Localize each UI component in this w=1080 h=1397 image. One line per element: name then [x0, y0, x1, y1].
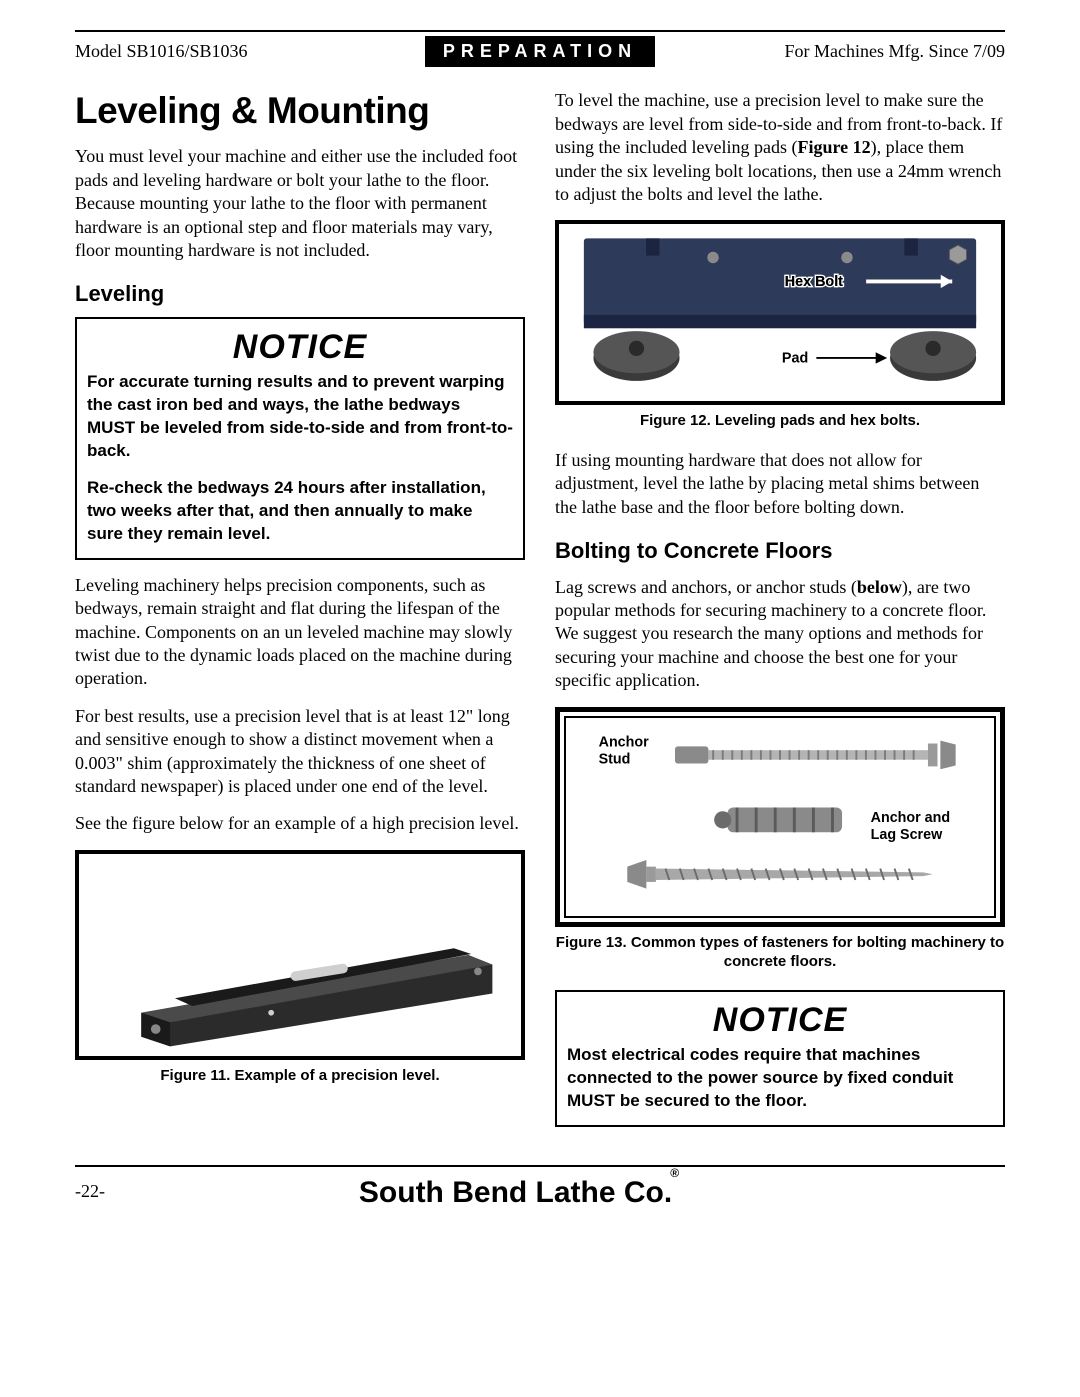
- intro-paragraph: You must level your machine and either u…: [75, 145, 525, 262]
- figure-13: Anchor Stud Anchor and Lag: [555, 707, 1005, 927]
- registered-mark: ®: [670, 1166, 679, 1180]
- figure-11-caption: Figure 11. Example of a precision level.: [75, 1066, 525, 1086]
- notice-title-2: NOTICE: [567, 998, 993, 1042]
- leveling-heading: Leveling: [75, 280, 525, 309]
- shims-paragraph: If using mounting hardware that does not…: [555, 449, 1005, 519]
- content-columns: Leveling & Mounting You must level your …: [75, 79, 1005, 1140]
- notice1-text-b: Re-check the bedways 24 hours after inst…: [87, 477, 513, 546]
- right-intro-bold: Figure 12: [797, 137, 870, 157]
- page-title: Leveling & Mounting: [75, 87, 525, 135]
- bolting-para-a: Lag screws and anchors, or anchor studs …: [555, 577, 857, 597]
- notice1-text-a: For accurate turning results and to prev…: [87, 371, 513, 463]
- brand-name: South Bend Lathe Co.®: [359, 1173, 691, 1212]
- figure-12: Hex Bolt Hex Bolt Pad: [555, 220, 1005, 405]
- right-intro-paragraph: To level the machine, use a precision le…: [555, 89, 1005, 206]
- pad-label: Pad: [782, 351, 808, 367]
- top-rule: [75, 30, 1005, 32]
- bolting-heading: Bolting to Concrete Floors: [555, 537, 1005, 566]
- bolting-paragraph: Lag screws and anchors, or anchor studs …: [555, 576, 1005, 693]
- hexbolt-label-fill: Hex Bolt: [785, 275, 843, 291]
- figure-13-caption: Figure 13. Common types of fasteners for…: [555, 933, 1005, 972]
- leveling-para-2: For best results, use a precision level …: [75, 705, 525, 799]
- left-column: Leveling & Mounting You must level your …: [75, 79, 525, 1140]
- notice2-text: Most electrical codes require that machi…: [567, 1044, 993, 1113]
- header-model: Model SB1016/SB1036: [75, 40, 425, 63]
- page-footer: -22- South Bend Lathe Co.®: [75, 1173, 1005, 1212]
- precision-level-illustration: [79, 854, 521, 1056]
- notice-title-1: NOTICE: [87, 325, 513, 369]
- page-number: -22-: [75, 1180, 105, 1203]
- page-header: Model SB1016/SB1036 PREPARATION For Mach…: [75, 36, 1005, 67]
- notice-box-2: NOTICE Most electrical codes require tha…: [555, 990, 1005, 1127]
- figure-12-caption: Figure 12. Leveling pads and hex bolts.: [555, 411, 1005, 431]
- header-right: For Machines Mfg. Since 7/09: [655, 40, 1005, 63]
- right-column: To level the machine, use a precision le…: [555, 79, 1005, 1140]
- leveling-para-1: Leveling machinery helps precision compo…: [75, 574, 525, 691]
- bottom-rule: [75, 1165, 1005, 1167]
- leveling-para-3: See the figure below for an example of a…: [75, 812, 525, 835]
- bolting-para-bold: below: [857, 577, 902, 597]
- figure-11: [75, 850, 525, 1060]
- leveling-pads-illustration: Hex Bolt Hex Bolt Pad: [559, 224, 1001, 401]
- notice-box-1: NOTICE For accurate turning results and …: [75, 317, 525, 560]
- brand-text: South Bend Lathe Co.: [359, 1176, 672, 1209]
- header-badge: PREPARATION: [425, 36, 655, 67]
